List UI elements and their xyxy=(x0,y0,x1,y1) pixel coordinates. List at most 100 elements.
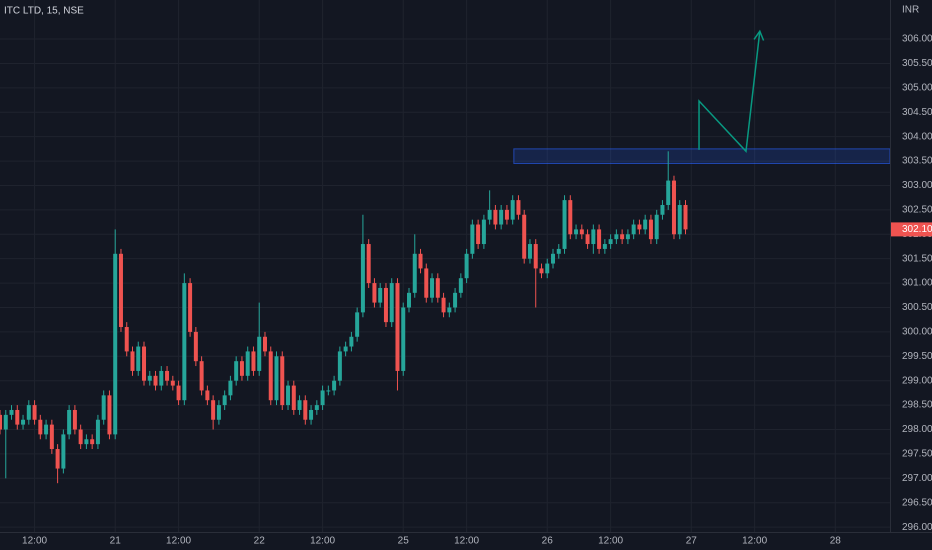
x-tick-label: 12:00 xyxy=(454,536,479,547)
candle-body xyxy=(360,244,365,313)
y-tick-label: 298.50 xyxy=(902,400,932,411)
candle-body xyxy=(355,312,360,337)
x-tick-label: 12:00 xyxy=(310,536,335,547)
candle-body xyxy=(326,390,331,392)
candle-body xyxy=(476,224,481,245)
candle-body xyxy=(666,180,671,205)
y-tick-label: 299.00 xyxy=(902,375,932,386)
candle-body xyxy=(130,351,135,371)
candle-body xyxy=(493,209,498,225)
symbol-title: ITC LTD, 15, NSE xyxy=(4,6,84,17)
candle-body xyxy=(216,405,221,420)
candle-body xyxy=(562,200,567,249)
x-tick-label: 22 xyxy=(254,536,266,547)
candle-body xyxy=(303,400,308,420)
candle-body xyxy=(176,385,181,401)
candle-body xyxy=(107,395,112,435)
candle-body xyxy=(337,351,342,381)
candle-body xyxy=(470,224,475,254)
candle-body xyxy=(504,209,509,220)
candle-body xyxy=(49,424,54,450)
candle-body xyxy=(499,209,504,225)
candle-body xyxy=(383,287,388,323)
y-tick-label: 296.50 xyxy=(902,497,932,508)
candle-body xyxy=(551,253,556,264)
y-tick-label: 300.50 xyxy=(902,302,932,313)
y-tick-label: 296.00 xyxy=(902,522,932,533)
candle-body xyxy=(453,292,458,308)
y-tick-label: 299.50 xyxy=(902,351,932,362)
x-tick-label: 25 xyxy=(398,536,410,547)
y-tick-label: 301.00 xyxy=(902,278,932,289)
candle-body xyxy=(67,409,72,435)
candle-body xyxy=(61,434,66,469)
candle-body xyxy=(297,400,302,410)
last-price-label: 302.10 xyxy=(902,224,932,235)
candle-body xyxy=(0,414,2,430)
y-tick-label: 298.00 xyxy=(902,424,932,435)
candle-body xyxy=(424,268,429,298)
candle-body xyxy=(205,390,210,401)
candle-body xyxy=(274,356,279,401)
candle-body xyxy=(464,253,469,279)
candle-body xyxy=(113,253,118,435)
candle-body xyxy=(343,346,348,352)
y-tick-label: 303.50 xyxy=(902,156,932,167)
candle-body xyxy=(268,351,273,401)
candle-body xyxy=(441,297,446,313)
y-tick-label: 300.00 xyxy=(902,327,932,338)
candle-body xyxy=(389,283,394,323)
y-tick-label: 304.00 xyxy=(902,131,932,142)
candle-body xyxy=(602,244,607,249)
candle-body xyxy=(510,200,515,220)
y-tick-label: 304.50 xyxy=(902,107,932,118)
candle-body xyxy=(193,331,198,362)
candle-body xyxy=(159,370,164,386)
candle-body xyxy=(579,229,584,235)
candle-body xyxy=(677,204,682,235)
candle-body xyxy=(516,200,521,215)
candle-body xyxy=(15,409,20,425)
candle-body xyxy=(568,200,573,235)
x-tick-label: 28 xyxy=(830,536,842,547)
candle-body xyxy=(545,263,550,274)
candle-body xyxy=(648,219,653,240)
candle-body xyxy=(412,253,417,293)
candle-body xyxy=(211,400,216,420)
candle-body xyxy=(245,351,250,376)
candle-body xyxy=(286,385,291,406)
candle-body xyxy=(95,419,100,445)
candle-body xyxy=(608,239,613,245)
candle-body xyxy=(574,229,579,235)
x-tick-label: 21 xyxy=(110,536,122,547)
candle-body xyxy=(527,244,532,259)
candle-body xyxy=(257,336,262,371)
candle-body xyxy=(55,449,60,469)
y-tick-label: 297.50 xyxy=(902,449,932,460)
candle-body xyxy=(234,361,239,381)
candle-body xyxy=(78,429,83,445)
x-tick-label: 27 xyxy=(686,536,698,547)
candle-body xyxy=(591,229,596,245)
candle-body xyxy=(654,214,659,240)
currency-label: INR xyxy=(902,5,919,16)
candle-body xyxy=(637,224,642,230)
candle-body xyxy=(447,307,452,313)
y-tick-label: 305.50 xyxy=(902,58,932,69)
candle-body xyxy=(153,375,158,386)
candle-body xyxy=(222,395,227,406)
candle-body xyxy=(401,307,406,371)
candle-body xyxy=(136,346,141,371)
candle-body xyxy=(101,395,106,420)
candle-body xyxy=(165,370,170,381)
candle-body xyxy=(3,414,8,430)
candle-body xyxy=(147,375,152,381)
y-tick-label: 302.50 xyxy=(902,205,932,216)
candle-body xyxy=(309,409,314,420)
candle-body xyxy=(142,346,147,381)
candle-body xyxy=(481,219,486,245)
candle-body xyxy=(643,219,648,230)
arrow-head xyxy=(753,29,765,41)
candle-body xyxy=(44,424,49,435)
